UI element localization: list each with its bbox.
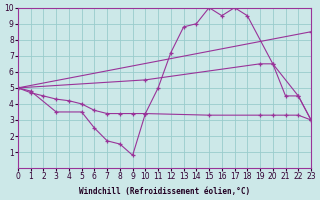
X-axis label: Windchill (Refroidissement éolien,°C): Windchill (Refroidissement éolien,°C) — [79, 187, 250, 196]
